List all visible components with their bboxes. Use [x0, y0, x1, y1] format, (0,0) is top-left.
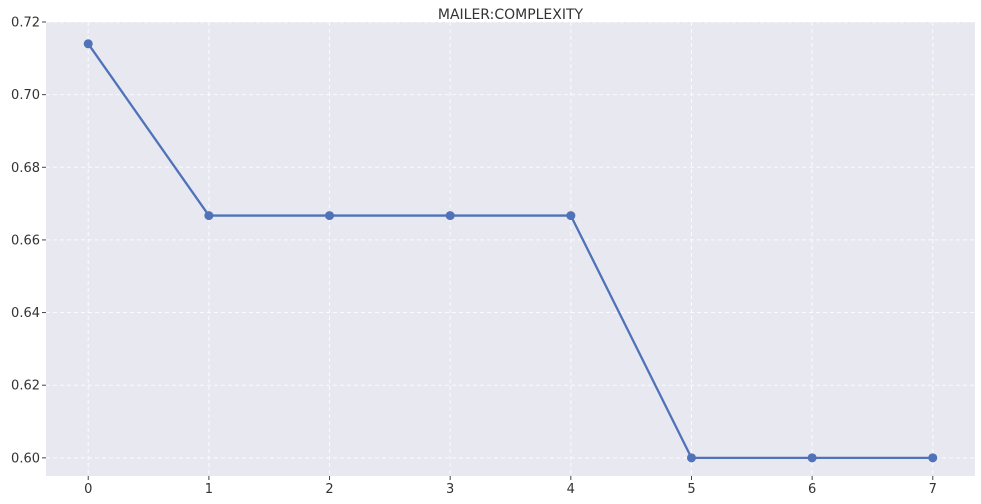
data-point — [686, 453, 696, 463]
x-tick-label: 0 — [84, 482, 92, 497]
y-tick-label: 0.70 — [11, 88, 40, 103]
x-tick-label: 2 — [325, 482, 333, 497]
x-tick-label: 4 — [567, 482, 575, 497]
series-line — [87, 43, 933, 459]
series-layer — [83, 39, 938, 463]
y-tick-label: 0.64 — [11, 306, 40, 321]
chart-title: MAILER:COMPLEXITY — [438, 7, 584, 23]
y-tick-label: 0.66 — [11, 233, 40, 248]
x-tick-label: 3 — [446, 482, 454, 497]
plot-area — [46, 22, 975, 476]
data-point — [204, 211, 214, 221]
data-point — [928, 453, 938, 463]
y-tick-label: 0.60 — [11, 451, 40, 466]
x-tick-label: 7 — [929, 482, 937, 497]
x-axis: 0 1 2 3 4 5 6 7 — [84, 476, 937, 497]
data-point — [325, 211, 335, 221]
x-tick-label: 5 — [687, 482, 695, 497]
y-tick-label: 0.72 — [11, 16, 40, 31]
data-point — [807, 453, 817, 463]
data-point — [445, 211, 455, 221]
grid-lines — [46, 21, 975, 476]
y-tick-label: 0.68 — [11, 161, 40, 176]
x-tick-label: 1 — [205, 482, 213, 497]
data-point — [566, 211, 576, 221]
y-axis: 0.60 0.62 0.64 0.66 0.68 0.70 0.72 — [11, 16, 46, 466]
y-tick-label: 0.62 — [11, 379, 40, 394]
data-point — [83, 39, 93, 49]
x-tick-label: 6 — [808, 482, 816, 497]
